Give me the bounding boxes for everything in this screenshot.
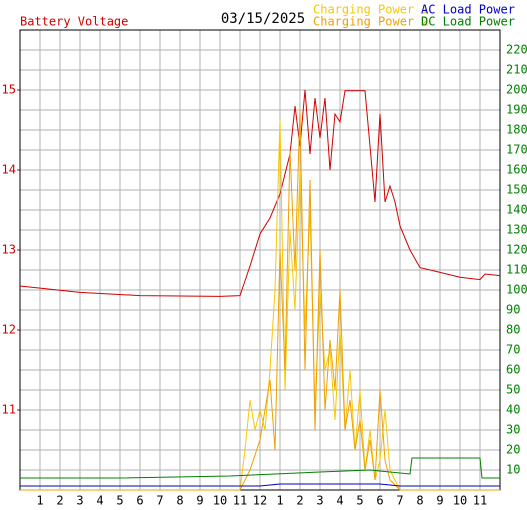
y2-tick-label: 70	[506, 343, 520, 357]
legend-label: Charging Power 1	[313, 3, 429, 17]
y2-tick-label: 170	[506, 143, 527, 157]
x-tick-label: 11	[473, 494, 487, 508]
y2-tick-label: 40	[506, 403, 520, 417]
series-line	[20, 109, 500, 491]
plot-frame	[19, 29, 501, 491]
x-tick-label: 8	[416, 494, 423, 508]
y-tick-label: 12	[2, 323, 16, 337]
x-tick-label: 6	[376, 494, 383, 508]
series-line	[20, 119, 500, 491]
legend-label: Charging Power 2	[313, 15, 429, 29]
y-tick-label: 13	[2, 243, 16, 257]
series-line	[20, 457, 500, 479]
y2-tick-label: 10	[506, 463, 520, 477]
x-tick-label: 2	[56, 494, 63, 508]
y2-tick-label: 50	[506, 383, 520, 397]
x-tick-label: 9	[436, 494, 443, 508]
x-tick-label: 6	[136, 494, 143, 508]
legend-label: DC Load Power	[421, 15, 515, 29]
y2-tick-label: 130	[506, 223, 527, 237]
x-tick-label: 4	[96, 494, 103, 508]
y2-tick-label: 220	[506, 43, 527, 57]
y2-tick-label: 200	[506, 83, 527, 97]
y-axis-label: Battery Voltage	[20, 15, 128, 29]
y-tick-label: 15	[2, 83, 16, 97]
x-tick-label: 3	[316, 494, 323, 508]
y2-tick-label: 30	[506, 423, 520, 437]
x-tick-label: 10	[453, 494, 467, 508]
y2-tick-label: 110	[506, 263, 527, 277]
y2-tick-label: 100	[506, 283, 527, 297]
x-tick-label: 8	[176, 494, 183, 508]
y-tick-label: 14	[2, 163, 16, 177]
x-tick-label: 11	[233, 494, 247, 508]
y2-tick-label: 180	[506, 123, 527, 137]
x-tick-label: 5	[356, 494, 363, 508]
x-tick-label: 4	[336, 494, 343, 508]
x-tick-label: 2	[296, 494, 303, 508]
x-tick-label: 12	[253, 494, 267, 508]
chart-title: 03/15/2025	[221, 11, 305, 27]
y2-tick-label: 140	[506, 203, 527, 217]
x-tick-label: 10	[213, 494, 227, 508]
x-tick-label: 7	[396, 494, 403, 508]
x-tick-label: 1	[276, 494, 283, 508]
x-tick-label: 1	[36, 494, 43, 508]
y2-tick-label: 190	[506, 103, 527, 117]
y2-tick-label: 90	[506, 303, 520, 317]
x-tick-label: 5	[116, 494, 123, 508]
y2-tick-label: 150	[506, 183, 527, 197]
y2-tick-label: 160	[506, 163, 527, 177]
legend-label: AC Load Power	[421, 3, 515, 17]
y2-tick-label: 120	[506, 243, 527, 257]
y2-tick-label: 20	[506, 443, 520, 457]
y2-tick-label: 210	[506, 63, 527, 77]
y2-tick-label: 80	[506, 323, 520, 337]
x-tick-label: 9	[196, 494, 203, 508]
x-tick-label: 7	[156, 494, 163, 508]
y2-tick-label: 60	[506, 363, 520, 377]
series-line	[19, 89, 501, 297]
series-line	[20, 483, 500, 487]
x-tick-label: 3	[76, 494, 83, 508]
y-tick-label: 11	[2, 403, 16, 417]
